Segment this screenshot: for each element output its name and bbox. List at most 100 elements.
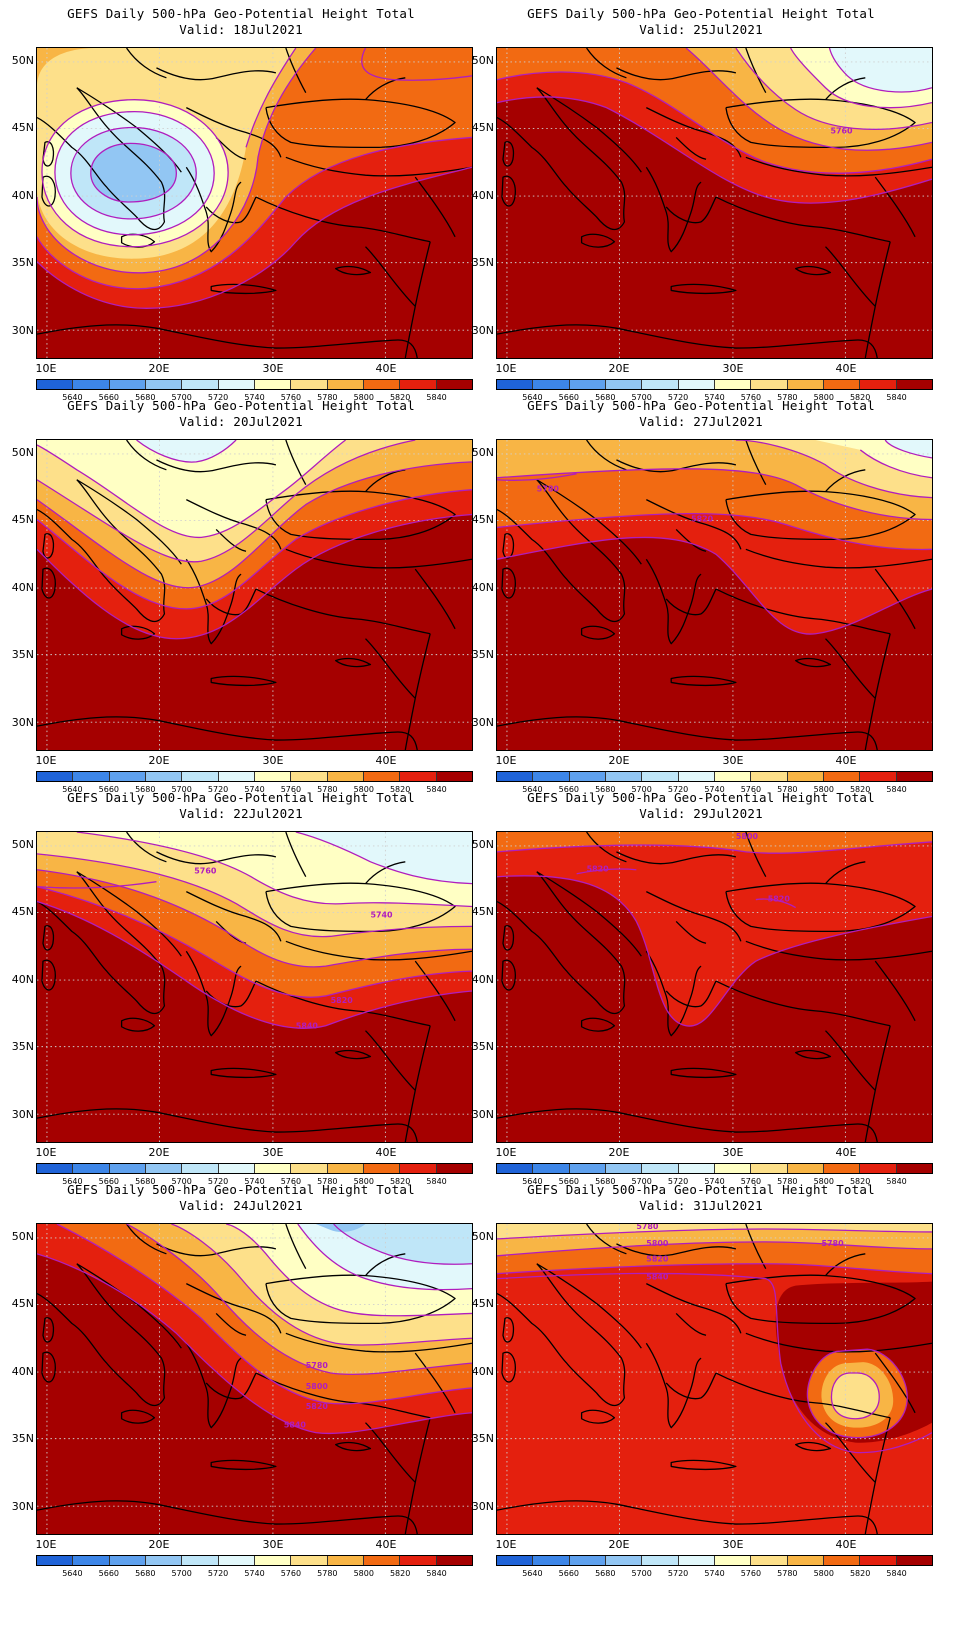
height-contour: [497, 1241, 932, 1257]
coastline-border: [497, 87, 626, 231]
longitude-tick-label: 20E: [148, 754, 170, 767]
colorbar: [496, 1163, 933, 1174]
coastline-border: [580, 1017, 616, 1032]
coastline-border: [37, 1263, 166, 1407]
colorbar-segment: [218, 772, 255, 781]
longitude-tick-label: 30E: [262, 1146, 284, 1159]
height-band: [315, 1224, 366, 1232]
height-contour: [497, 536, 932, 635]
latitude-tick-label: 35N: [11, 1432, 34, 1445]
colorbar-segment: [787, 380, 824, 389]
colorbar-segment: [73, 380, 110, 389]
height-contour: [37, 853, 472, 938]
height-contour: [37, 48, 317, 274]
colorbar-segment: [787, 1556, 824, 1565]
colorbar-segment: [109, 380, 146, 389]
coastline-border: [414, 568, 456, 630]
colorbar-tick-label: 5720: [207, 1569, 229, 1578]
coastline-border: [185, 558, 242, 645]
panel-title: GEFS Daily 500-hPa Geo-Potential Height …: [0, 6, 482, 38]
coastline-border: [120, 1409, 156, 1424]
coastline-border: [794, 265, 832, 276]
height-contour: [126, 1224, 472, 1376]
height-contour: [361, 48, 472, 81]
panel-valid-date: Valid: 31Jul2021: [639, 1198, 763, 1213]
map-panel: GEFS Daily 500-hPa Geo-Potential Height …: [460, 784, 942, 1194]
colorbar-segment: [254, 772, 292, 781]
contour-label: 5760: [194, 867, 217, 876]
panel-title-line: GEFS Daily 500-hPa Geo-Potential Height …: [527, 398, 875, 413]
latitude-tick-label: 35N: [471, 1040, 494, 1053]
colorbar-segment: [182, 1164, 219, 1173]
panel-title: GEFS Daily 500-hPa Geo-Potential Height …: [0, 790, 482, 822]
coastline-border: [645, 166, 702, 253]
latitude-tick-label: 35N: [471, 256, 494, 269]
coastline-border: [745, 832, 767, 878]
panel-title: GEFS Daily 500-hPa Geo-Potential Height …: [0, 1182, 482, 1214]
panel-valid-date: Valid: 22Jul2021: [179, 806, 303, 821]
colorbar-segment: [751, 1556, 788, 1565]
contour-label: 5760: [830, 126, 853, 135]
colorbar-tick-label: 5640: [62, 1177, 83, 1186]
longitude-tick-label: 10E: [495, 754, 517, 767]
colorbar-segment: [363, 380, 401, 389]
colorbar-tick-label: 5800: [813, 785, 834, 794]
longitude-tick-label: 40E: [835, 362, 857, 375]
coastline-border: [126, 440, 167, 471]
coastline-border: [665, 588, 717, 616]
coastline-border: [725, 98, 916, 149]
coastline-border: [186, 1283, 282, 1334]
latitude-tick-label: 40N: [11, 1365, 34, 1378]
coastline-border: [126, 48, 167, 79]
coastline-border: [285, 1224, 307, 1270]
latitude-tick-label: 50N: [471, 446, 494, 459]
colorbar-segment: [218, 1164, 255, 1173]
colorbar: [36, 1163, 473, 1174]
panel-title-line: GEFS Daily 500-hPa Geo-Potential Height …: [67, 1182, 415, 1197]
latitude-tick-label: 45N: [11, 513, 34, 526]
colorbar-segment: [327, 1164, 364, 1173]
coastline-border: [501, 959, 516, 991]
coastline-border: [874, 568, 916, 630]
height-contour: [497, 513, 932, 551]
coastline-border: [616, 459, 737, 473]
coastline-border: [255, 588, 431, 635]
coastline-border: [365, 1422, 416, 1483]
colorbar-segment: [642, 772, 679, 781]
colorbar-tick-label: 5800: [813, 1177, 834, 1186]
colorbar-tick-label: 5640: [62, 393, 83, 402]
map-svg: 5780 5800 5820 5840 5780: [497, 1224, 932, 1534]
latitude-tick-label: 30N: [471, 1108, 494, 1121]
contour-label: 5800: [646, 1239, 669, 1248]
latitude-tick-label: 35N: [11, 256, 34, 269]
colorbar-tick-label: 5740: [244, 393, 265, 402]
panel-valid-date: Valid: 27Jul2021: [639, 414, 763, 429]
panel-valid-date: Valid: 18Jul2021: [179, 22, 303, 37]
latitude-tick-label: 30N: [11, 1108, 34, 1121]
longitude-tick-label: 20E: [608, 1146, 630, 1159]
coastline-border: [725, 882, 916, 933]
coastline-border: [646, 891, 742, 942]
coastline-border: [825, 246, 876, 307]
coastline-border: [715, 1372, 891, 1419]
height-contour: [37, 1253, 472, 1435]
coastline-border: [536, 87, 642, 173]
map-panel: GEFS Daily 500-hPa Geo-Potential Height …: [0, 392, 482, 802]
height-contour: [171, 1224, 472, 1346]
colorbar-segment: [714, 380, 752, 389]
latitude-tick-label: 40N: [11, 973, 34, 986]
colorbar: [496, 1555, 933, 1566]
colorbar-tick-label: 5740: [244, 785, 265, 794]
coastline-border: [255, 980, 431, 1027]
colorbar-tick-label: 5780: [777, 1569, 798, 1578]
colorbar-segment: [605, 380, 643, 389]
coastline-border: [255, 196, 431, 243]
latitude-tick-label: 50N: [11, 1230, 34, 1243]
colorbar-tick-label: 5780: [777, 1177, 798, 1186]
colorbar-segment: [400, 1556, 437, 1565]
colorbar-tick-label: 5840: [886, 785, 907, 794]
height-band: [216, 832, 472, 884]
panel-valid-date: Valid: 24Jul2021: [179, 1198, 303, 1213]
colorbar-segment: [182, 380, 219, 389]
coastline-border: [365, 1030, 416, 1091]
